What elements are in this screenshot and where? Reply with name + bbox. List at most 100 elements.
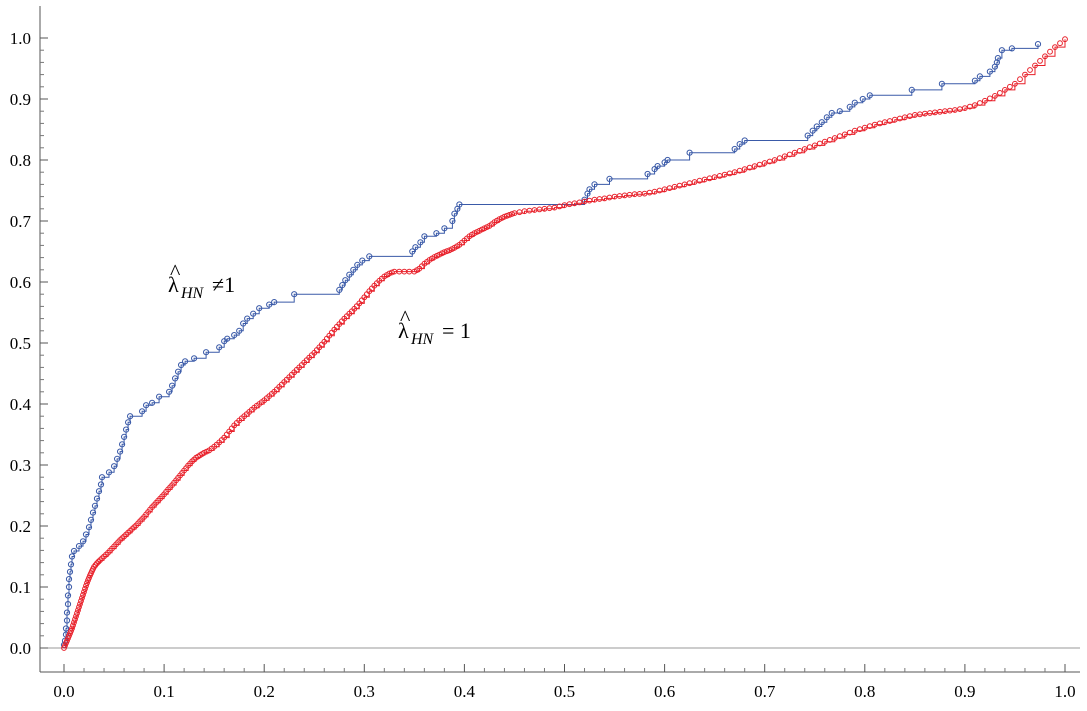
data-point (796, 148, 803, 154)
data-point (696, 177, 703, 184)
data-point (596, 196, 603, 202)
y-tick-label: 0.3 (10, 456, 31, 475)
data-point (151, 502, 158, 508)
data-point (216, 344, 223, 351)
data-point (1027, 67, 1033, 73)
data-point (987, 95, 993, 102)
data-point (125, 419, 132, 426)
data-point (135, 520, 142, 527)
data-point (1017, 76, 1023, 83)
data-point (339, 282, 346, 289)
data-point (938, 80, 946, 87)
data-point (746, 164, 753, 171)
data-point (87, 516, 95, 524)
data-point (266, 301, 273, 308)
annotation-subscript: HN (180, 285, 205, 302)
data-point (479, 226, 485, 233)
data-point (93, 495, 101, 502)
data-point (63, 609, 71, 616)
y-tick-label: 0.1 (10, 578, 31, 597)
data-point (716, 173, 723, 179)
data-point (876, 120, 883, 127)
series-1 (61, 36, 1068, 651)
data-point (469, 231, 475, 238)
data-point (76, 604, 82, 610)
data-point (348, 308, 355, 315)
data-point (65, 583, 73, 591)
data-point (117, 448, 124, 455)
data-point (434, 252, 440, 259)
series-step-line (64, 39, 1066, 649)
data-point (159, 493, 166, 500)
data-point (566, 201, 573, 208)
y-tick-label: 0.6 (10, 273, 31, 292)
axes: 0.0 0.1 0.2 0.3 0.4 0.5 0.6 0.7 0.8 0.9 1.0 0.0 0.1 0… (10, 6, 1080, 701)
data-point (1022, 71, 1028, 78)
data-point (804, 132, 811, 139)
annotation-lambda: λ (168, 272, 179, 297)
data-point (586, 186, 593, 193)
data-point (90, 566, 96, 572)
data-point (388, 269, 395, 276)
data-point (741, 137, 748, 144)
data-point (756, 161, 763, 168)
data-point (203, 448, 210, 455)
data-point (449, 217, 456, 225)
data-point (896, 115, 903, 122)
y-tick-label: 0.2 (10, 517, 31, 536)
data-point (143, 511, 150, 518)
data-point (846, 129, 853, 136)
data-point (368, 285, 375, 292)
data-point (504, 212, 510, 219)
data-point (121, 433, 128, 440)
data-point (83, 582, 89, 589)
data-point (78, 598, 84, 604)
series-step-line (64, 44, 1039, 646)
data-point (97, 481, 105, 488)
data-point (992, 93, 998, 99)
data-point (616, 193, 623, 199)
x-tick-label: 0.5 (554, 682, 575, 701)
data-point (751, 163, 758, 170)
data-point (67, 561, 75, 568)
data-point (218, 437, 225, 443)
data-point (283, 376, 290, 383)
data-point (977, 100, 983, 106)
data-point (826, 137, 833, 143)
annotation-relation: ≠1 (212, 272, 235, 297)
data-point (644, 170, 651, 178)
annotation-relation: = 1 (442, 318, 471, 343)
data-point (706, 175, 713, 182)
data-point (811, 142, 818, 149)
x-tick-label: 0.2 (254, 682, 275, 701)
data-point (591, 181, 598, 188)
data-point (224, 335, 231, 342)
data-point (546, 205, 553, 212)
data-point (99, 555, 105, 562)
data-point (818, 119, 825, 126)
data-point (166, 388, 173, 395)
data-point (383, 272, 390, 278)
data-point (231, 332, 238, 339)
data-point (75, 543, 83, 550)
data-point (576, 199, 583, 206)
data-point (62, 625, 70, 632)
data-point (338, 318, 345, 325)
series-0 (60, 41, 1042, 649)
data-point (841, 131, 848, 138)
data-point (350, 266, 357, 273)
data-point (167, 484, 174, 491)
data-point (776, 155, 783, 162)
data-point (489, 221, 495, 228)
data-point (927, 110, 933, 116)
data-point (967, 103, 973, 110)
data-point (353, 303, 360, 310)
y-tick-label: 0.5 (10, 334, 31, 353)
data-point (957, 106, 963, 112)
data-point (123, 426, 130, 433)
data-point (366, 253, 373, 260)
x-tick-label: 1.0 (1054, 682, 1075, 701)
data-point (499, 215, 505, 221)
data-point (92, 562, 99, 568)
data-point (66, 632, 72, 639)
